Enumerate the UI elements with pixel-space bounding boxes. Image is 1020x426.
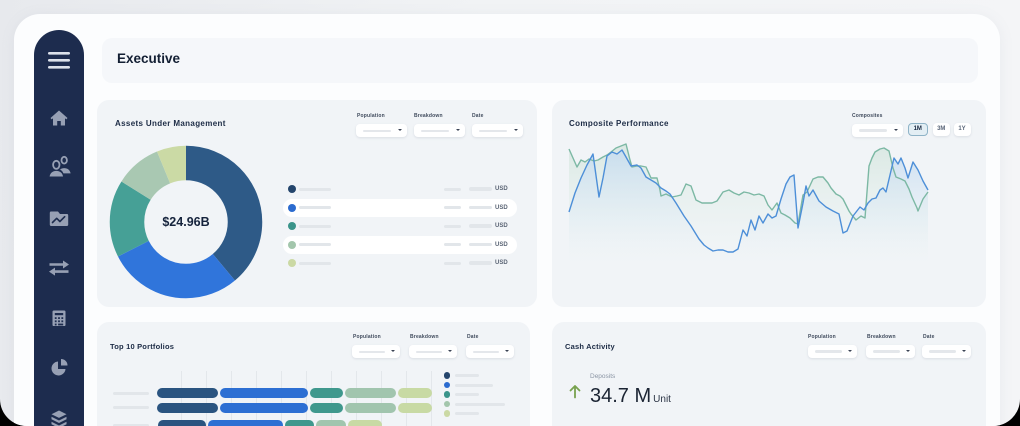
svg-text:$24.96B: $24.96B xyxy=(162,215,209,229)
